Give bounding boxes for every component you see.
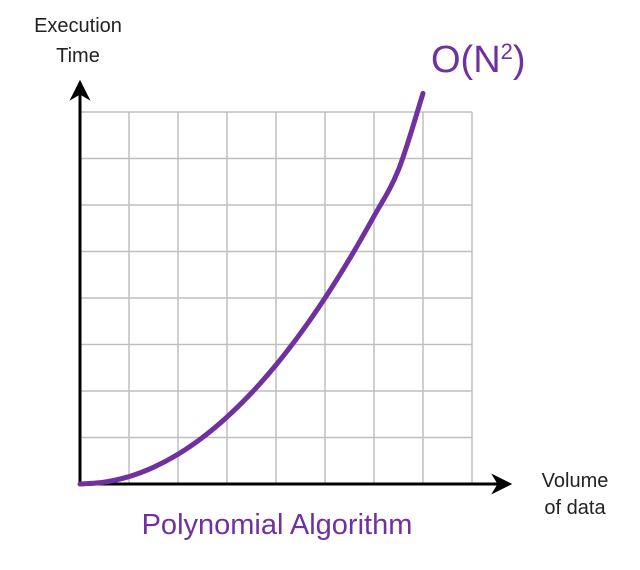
x-axis-title-line-2: of data xyxy=(544,497,606,519)
series-label-main: O(N xyxy=(431,39,501,81)
x-axis-title-line-1: Volume xyxy=(542,470,609,492)
chart-title: Polynomial Algorithm xyxy=(142,509,413,541)
y-axis-title-line-1: Execution xyxy=(34,15,122,37)
series-label-superscript: 2 xyxy=(501,39,513,64)
series-label-o-n2: O(N2) xyxy=(431,39,526,81)
y-axis-title-line-2: Time xyxy=(56,45,100,67)
series-label-end: ) xyxy=(513,39,526,81)
series-line-o-n2 xyxy=(77,90,426,487)
grid xyxy=(80,111,473,484)
